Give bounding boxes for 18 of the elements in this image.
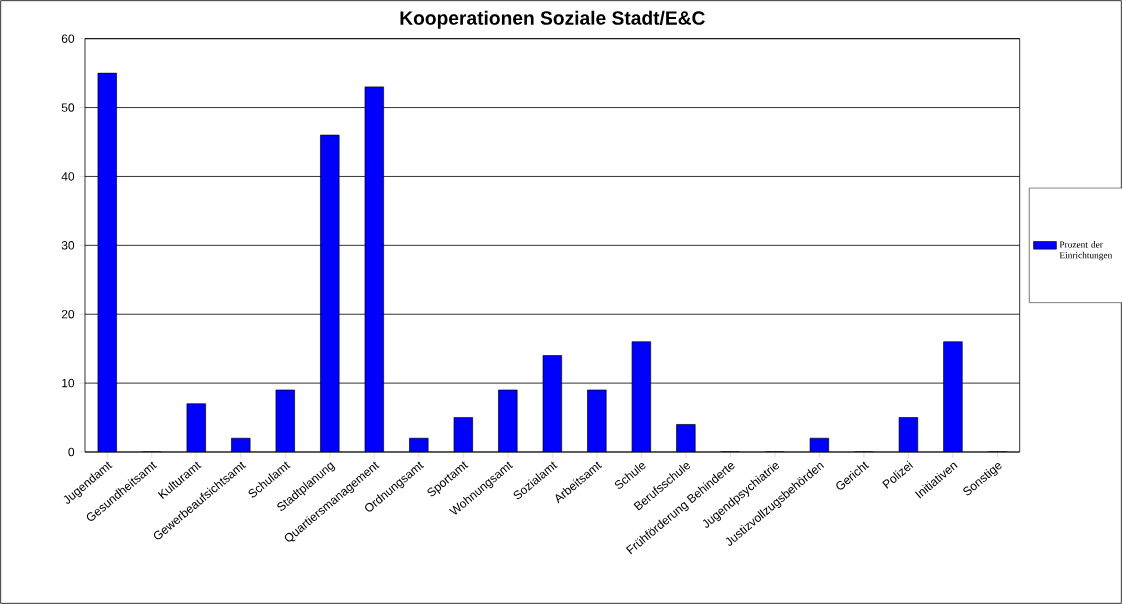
y-tick-label: 40	[61, 172, 75, 181]
y-tick-label: 50	[61, 103, 75, 112]
bar	[97, 72, 117, 452]
y-tick-label: 0	[68, 447, 75, 457]
bar	[676, 424, 696, 452]
legend-label: Prozent der Einrichtungen	[1059, 241, 1113, 261]
bar	[320, 134, 340, 452]
bar	[364, 86, 384, 452]
bar	[587, 389, 607, 452]
chart-title: Kooperationen Soziale Stadt/E&C	[400, 10, 705, 29]
bar	[542, 355, 563, 452]
bar	[631, 341, 652, 452]
y-tick-label: 60	[61, 34, 75, 43]
y-tick-label: 20	[61, 309, 75, 319]
y-tick-label: 30	[61, 241, 75, 250]
bar	[943, 341, 963, 452]
bar	[498, 389, 518, 452]
y-tick-label: 10	[62, 378, 75, 388]
